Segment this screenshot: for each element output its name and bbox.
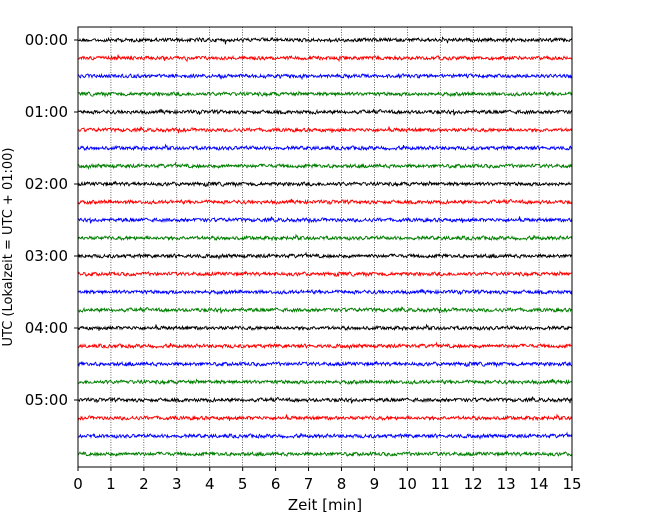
seismogram-trace: [77, 90, 573, 98]
x-tick-label: 5: [238, 475, 248, 493]
seismogram-trace: [77, 161, 573, 170]
y-tick-label: 02:00: [25, 175, 68, 193]
seismogram-trace: [77, 431, 573, 440]
x-tick-label: 7: [304, 475, 314, 493]
trace-group: [77, 36, 573, 457]
y-tick-label: 03:00: [25, 247, 68, 265]
seismogram-trace: [77, 180, 573, 188]
x-tick-label: 12: [464, 475, 483, 493]
x-tick-label: 14: [530, 475, 549, 493]
y-tick-label: 00:00: [25, 31, 68, 49]
x-tick-label: 2: [139, 475, 149, 493]
seismogram-trace: [77, 341, 573, 350]
seismogram-trace: [77, 323, 573, 332]
seismogram-trace: [77, 36, 573, 45]
seismogram-trace: [77, 413, 573, 422]
x-tick-label: 4: [205, 475, 215, 493]
x-tick-label: 6: [271, 475, 281, 493]
seismogram-trace: [77, 306, 573, 314]
seismogram-trace: [77, 126, 573, 134]
seismogram-trace: [77, 378, 573, 386]
y-tick-label: 01:00: [25, 103, 68, 121]
x-tick-label: 13: [497, 475, 516, 493]
seismogram-trace: [77, 360, 573, 368]
x-tick-label: 15: [562, 475, 581, 493]
x-axis-label: Zeit [min]: [288, 496, 362, 514]
seismogram-trace: [77, 288, 573, 296]
x-tick-label: 0: [73, 475, 83, 493]
seismogram-trace: [78, 396, 573, 404]
seismogram-trace: [77, 143, 573, 152]
y-tick-label: 04:00: [25, 319, 68, 337]
y-axis: 00:00 01:00 02:00 03:00 04:00 05:00: [25, 31, 78, 409]
seismogram-trace: [77, 270, 573, 278]
y-axis-label: UTC (Lokalzeit = UTC + 01:00): [1, 148, 16, 347]
seismogram-trace: [77, 251, 573, 260]
x-axis: 0 1 2 3 4 5 6 7 8 9 10 11 12 13 14 15: [73, 467, 582, 493]
seismogram-trace: [77, 108, 573, 116]
seismogram-trace: [77, 72, 573, 81]
x-tick-label: 11: [431, 475, 450, 493]
seismogram-trace: [77, 54, 573, 63]
x-tick-label: 8: [337, 475, 347, 493]
seismogram-trace: [77, 198, 573, 206]
seismogram-trace: [77, 233, 573, 242]
plot-frame: [77, 26, 573, 468]
seismogram-trace: [77, 216, 573, 224]
y-tick-label: 05:00: [25, 391, 68, 409]
x-tick-label: 3: [172, 475, 182, 493]
x-tick-label: 9: [370, 475, 380, 493]
seismogram-trace: [77, 450, 573, 457]
grid-lines: [110, 27, 540, 467]
x-tick-label: 1: [106, 475, 116, 493]
x-tick-label: 10: [398, 475, 417, 493]
